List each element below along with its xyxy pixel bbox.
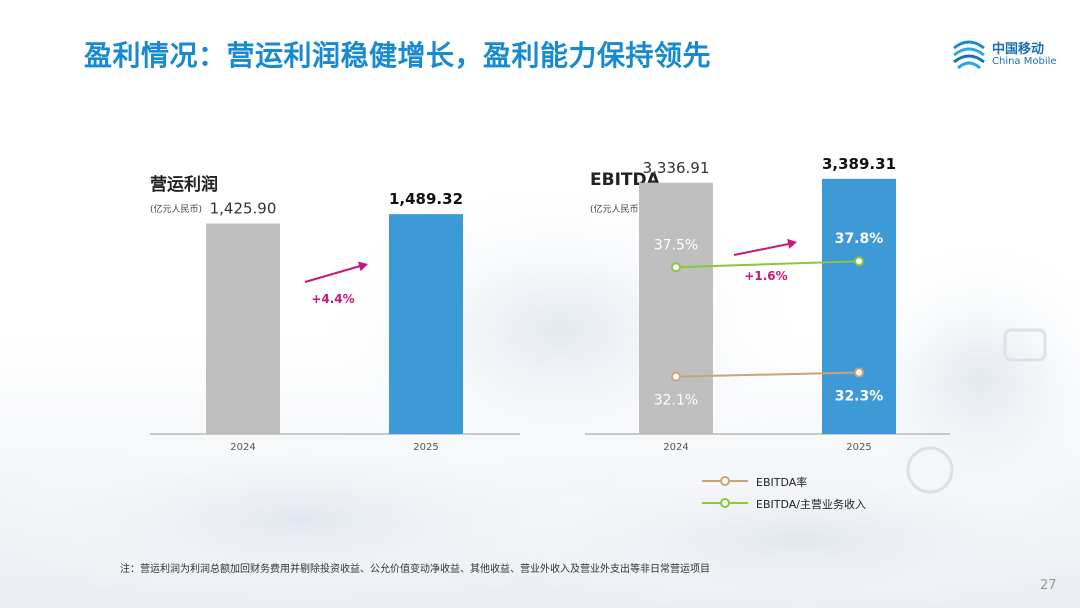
x-tick-label: 2025	[413, 442, 438, 453]
series-point	[854, 256, 864, 267]
bar-2024	[206, 223, 280, 434]
legend-line-marker-icon	[702, 498, 748, 508]
bar-2025	[822, 178, 896, 434]
series-point-label: 32.1%	[654, 393, 698, 409]
operating-profit-unit: (亿元人民币)	[150, 205, 203, 215]
series-point	[854, 367, 864, 378]
bar-value-label: 3,336.91	[643, 159, 710, 177]
bar-2025	[389, 214, 463, 434]
legend-label-ebitda-revenue: EBITDA/主营业务收入	[756, 498, 866, 511]
ebitda-unit: (亿元人民币)	[590, 205, 643, 215]
series-line-1	[675, 260, 860, 269]
growth-arrow-head	[357, 261, 368, 272]
logo-mark-icon	[953, 40, 985, 70]
growth-arrow	[733, 242, 792, 256]
ebitda-legend: EBITDA率 EBITDA/主营业务收入	[700, 471, 900, 515]
growth-label: +1.6%	[744, 269, 787, 283]
x-tick-label: 2025	[846, 442, 871, 453]
series-point-label: 37.5%	[654, 237, 698, 253]
series-point-label: 32.3%	[835, 389, 884, 405]
growth-arrow	[304, 264, 363, 283]
growth-arrow-head	[787, 238, 797, 249]
growth-label: +4.4%	[311, 292, 354, 306]
x-tick-label: 2024	[663, 442, 688, 453]
legend-line-marker-icon	[702, 476, 748, 486]
bar-value-label: 1,489.32	[389, 190, 463, 208]
series-point	[671, 371, 681, 382]
series-point-label: 37.8%	[835, 231, 884, 247]
series-point	[671, 262, 681, 273]
logo-en-text: China Mobile	[992, 56, 1057, 67]
logo-cn-text: 中国移动	[992, 42, 1045, 57]
bar-value-label: 3,389.31	[822, 155, 896, 173]
bar-value-label: 1,425.90	[210, 200, 277, 218]
x-tick-label: 2024	[230, 442, 255, 453]
page-number: 27	[1040, 578, 1057, 593]
legend-item-ebitda-rate: EBITDA率	[700, 471, 900, 493]
series-line-0	[675, 371, 860, 378]
china-mobile-logo: 中国移动 China Mobile	[950, 38, 1060, 72]
footnote: 注：营运利润为利润总额加回财务费用并剔除投资收益、公允价值变动净收益、其他收益、…	[120, 564, 710, 575]
bar-2024	[639, 182, 713, 434]
page-title: 盈利情况：营运利润稳健增长，盈利能力保持领先	[84, 39, 712, 72]
legend-label-ebitda-rate: EBITDA率	[756, 476, 808, 489]
operating-profit-title: 营运利润	[150, 175, 218, 195]
legend-item-ebitda-revenue: EBITDA/主营业务收入	[700, 493, 900, 515]
